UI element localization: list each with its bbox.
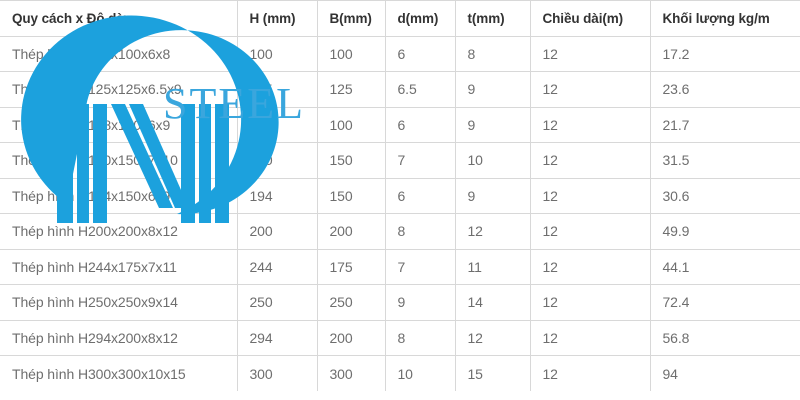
column-header-t: t(mm) [455, 0, 531, 37]
cell-t: 11 [455, 248, 531, 285]
table-header-row: Quy cách x Độ dày H (mm) B(mm) d(mm) t(m… [0, 0, 800, 37]
cell-specification: Thép hình H300x300x10x15 [0, 355, 238, 391]
cell-specification: Thép hình H244x175x7x11 [0, 248, 238, 285]
column-header-specification: Quy cách x Độ dày [0, 0, 238, 37]
cell-h: 148 [237, 106, 318, 143]
cell-h: 250 [237, 284, 318, 321]
cell-weight: 44.1 [650, 248, 800, 285]
cell-weight: 56.8 [650, 319, 800, 356]
table-row: Thép hình H300x300x10x15 300 300 10 15 1… [0, 355, 800, 391]
table-row: Thép hình H148x100x6x9 148 100 6 9 12 21… [0, 106, 800, 143]
cell-length: 12 [530, 177, 651, 214]
cell-t: 10 [455, 142, 531, 179]
cell-d: 6 [385, 177, 456, 214]
column-header-b: B(mm) [317, 0, 386, 37]
cell-h: 100 [237, 35, 318, 72]
cell-weight: 72.4 [650, 284, 800, 321]
cell-b: 300 [317, 355, 386, 391]
cell-h: 194 [237, 177, 318, 214]
cell-length: 12 [530, 319, 651, 356]
cell-t: 15 [455, 355, 531, 391]
cell-length: 12 [530, 35, 651, 72]
cell-b: 150 [317, 177, 386, 214]
cell-weight: 17.2 [650, 35, 800, 72]
cell-d: 6.5 [385, 71, 456, 108]
cell-d: 8 [385, 319, 456, 356]
cell-length: 12 [530, 142, 651, 179]
cell-specification: Thép hình H200x200x8x12 [0, 213, 238, 250]
cell-t: 8 [455, 35, 531, 72]
cell-b: 200 [317, 213, 386, 250]
cell-length: 12 [530, 213, 651, 250]
cell-weight: 49.9 [650, 213, 800, 250]
cell-t: 9 [455, 177, 531, 214]
table-row: Thép hình H100x100x6x8 100 100 6 8 12 17… [0, 35, 800, 72]
cell-t: 9 [455, 106, 531, 143]
table-body: Thép hình H100x100x6x8 100 100 6 8 12 17… [0, 35, 800, 391]
cell-t: 12 [455, 319, 531, 356]
steel-specification-table: Quy cách x Độ dày H (mm) B(mm) d(mm) t(m… [0, 0, 800, 391]
column-header-weight: Khối lượng kg/m [650, 0, 800, 37]
cell-t: 14 [455, 284, 531, 321]
column-header-h: H (mm) [237, 0, 318, 37]
cell-weight: 30.6 [650, 177, 800, 214]
cell-h: 244 [237, 248, 318, 285]
table-row: Thép hình H125x125x6.5x9 125 125 6.5 9 1… [0, 71, 800, 108]
cell-b: 125 [317, 71, 386, 108]
cell-specification: Thép hình H150x150x7x10 [0, 142, 238, 179]
cell-specification: Thép hình H148x100x6x9 [0, 106, 238, 143]
cell-weight: 21.7 [650, 106, 800, 143]
cell-t: 12 [455, 213, 531, 250]
table-row: Thép hình H294x200x8x12 294 200 8 12 12 … [0, 319, 800, 356]
table-row: Thép hình H194x150x6x9 194 150 6 9 12 30… [0, 177, 800, 214]
cell-d: 6 [385, 35, 456, 72]
cell-b: 250 [317, 284, 386, 321]
cell-length: 12 [530, 71, 651, 108]
cell-weight: 94 [650, 355, 800, 391]
table-header: Quy cách x Độ dày H (mm) B(mm) d(mm) t(m… [0, 0, 800, 37]
cell-b: 150 [317, 142, 386, 179]
cell-d: 7 [385, 248, 456, 285]
table-row: Thép hình H150x150x7x10 150 150 7 10 12 … [0, 142, 800, 179]
cell-t: 9 [455, 71, 531, 108]
cell-specification: Thép hình H250x250x9x14 [0, 284, 238, 321]
cell-h: 300 [237, 355, 318, 391]
cell-d: 8 [385, 213, 456, 250]
cell-d: 9 [385, 284, 456, 321]
column-header-d: d(mm) [385, 0, 456, 37]
table-row: Thép hình H244x175x7x11 244 175 7 11 12 … [0, 248, 800, 285]
cell-b: 100 [317, 106, 386, 143]
cell-h: 150 [237, 142, 318, 179]
cell-b: 100 [317, 35, 386, 72]
table-row: Thép hình H200x200x8x12 200 200 8 12 12 … [0, 213, 800, 250]
cell-h: 294 [237, 319, 318, 356]
cell-weight: 31.5 [650, 142, 800, 179]
table-row: Thép hình H250x250x9x14 250 250 9 14 12 … [0, 284, 800, 321]
cell-weight: 23.6 [650, 71, 800, 108]
cell-specification: Thép hình H294x200x8x12 [0, 319, 238, 356]
cell-b: 175 [317, 248, 386, 285]
column-header-length: Chiều dài(m) [530, 0, 651, 37]
cell-specification: Thép hình H194x150x6x9 [0, 177, 238, 214]
cell-h: 125 [237, 71, 318, 108]
cell-specification: Thép hình H125x125x6.5x9 [0, 71, 238, 108]
cell-h: 200 [237, 213, 318, 250]
cell-d: 6 [385, 106, 456, 143]
cell-length: 12 [530, 355, 651, 391]
cell-length: 12 [530, 248, 651, 285]
cell-specification: Thép hình H100x100x6x8 [0, 35, 238, 72]
cell-d: 10 [385, 355, 456, 391]
cell-b: 200 [317, 319, 386, 356]
cell-length: 12 [530, 106, 651, 143]
cell-length: 12 [530, 284, 651, 321]
cell-d: 7 [385, 142, 456, 179]
